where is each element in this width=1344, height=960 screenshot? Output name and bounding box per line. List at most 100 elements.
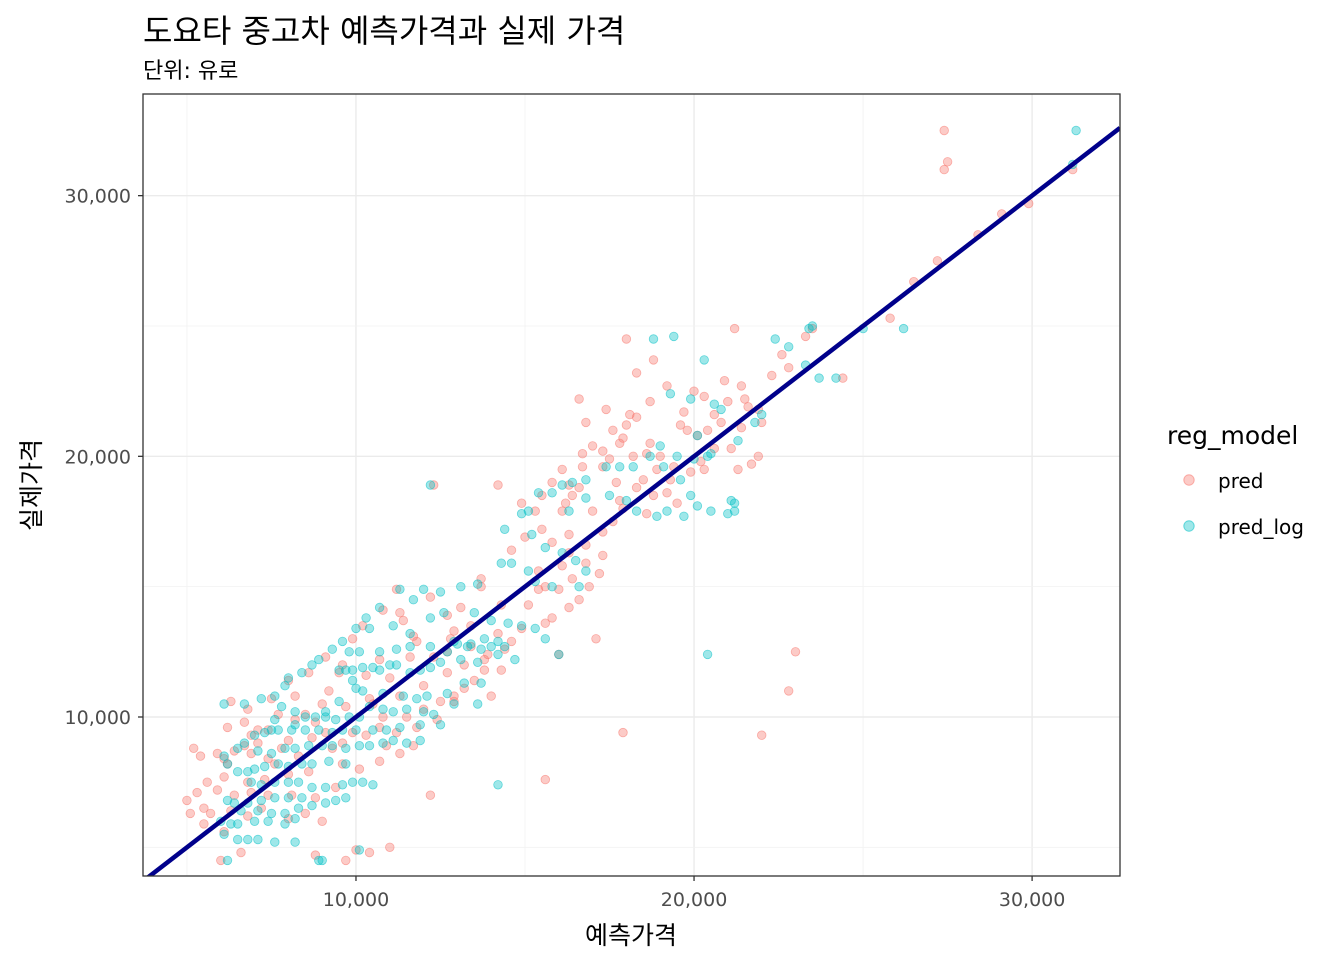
data-point [418, 707, 429, 717]
data-point [506, 545, 517, 555]
data-point [648, 355, 659, 365]
data-point [314, 725, 324, 735]
data-point [337, 759, 348, 769]
data-point [354, 845, 365, 855]
data-point [391, 584, 402, 595]
data-point [412, 694, 422, 704]
data-point [307, 660, 317, 670]
data-point [425, 592, 436, 602]
data-point [1071, 125, 1081, 136]
data-point [533, 488, 544, 498]
data-point [679, 511, 689, 522]
data-point [598, 446, 608, 456]
data-point [418, 704, 429, 714]
data-point [699, 391, 709, 402]
data-point [648, 334, 659, 344]
data-point [540, 774, 551, 785]
data-point [337, 636, 348, 647]
data-point [327, 743, 338, 754]
data-point [347, 675, 358, 686]
data-point [249, 816, 260, 827]
data-point [317, 855, 327, 866]
legend: reg_model pred pred_log [1167, 421, 1304, 539]
data-point [516, 498, 527, 508]
data-point [533, 584, 544, 595]
data-point [337, 738, 348, 748]
data-point [757, 730, 767, 740]
data-point [317, 816, 327, 827]
data-point [493, 636, 503, 647]
data-point [547, 613, 557, 623]
data-point [239, 717, 250, 727]
data-point [442, 668, 453, 678]
data-point [621, 334, 632, 344]
data-point [388, 621, 398, 631]
data-point [270, 837, 280, 847]
data-point [784, 363, 794, 373]
data-point [598, 462, 608, 472]
data-point [574, 595, 584, 605]
data-point [584, 582, 594, 592]
data-point [243, 767, 253, 777]
data-point [564, 529, 574, 540]
data-point [733, 464, 743, 475]
data-point [577, 462, 588, 472]
y-tick-label: 20,000 [65, 446, 131, 468]
data-point [341, 793, 351, 803]
data-point [381, 725, 392, 735]
data-point [932, 256, 943, 266]
data-point [506, 636, 517, 647]
data-point [459, 678, 469, 688]
data-point [652, 511, 662, 522]
data-point [939, 125, 949, 136]
data-point [557, 561, 567, 571]
data-point [665, 389, 676, 399]
data-point [253, 806, 263, 816]
data-point [317, 699, 327, 709]
data-point [354, 741, 365, 751]
data-point [628, 451, 638, 462]
data-point [260, 761, 270, 772]
data-point [807, 323, 818, 334]
data-point [432, 714, 442, 725]
data-point [341, 759, 351, 769]
data-point [449, 696, 459, 707]
data-point [368, 662, 378, 673]
data-point [246, 777, 256, 787]
data-point [273, 725, 283, 735]
data-point [757, 409, 767, 420]
data-point [347, 634, 358, 644]
data-point [422, 691, 432, 701]
data-point [341, 701, 351, 712]
data-point [435, 696, 446, 707]
data-point [594, 568, 605, 579]
data-point [560, 498, 571, 508]
data-point [604, 490, 615, 501]
data-point [516, 509, 527, 519]
data-point [374, 756, 385, 767]
data-point [699, 355, 709, 365]
data-point [307, 733, 317, 743]
data-point [219, 751, 229, 761]
data-point [709, 443, 720, 454]
data-point [456, 582, 466, 592]
data-point [283, 777, 294, 787]
data-point [219, 829, 229, 840]
data-point [483, 649, 493, 660]
data-point [709, 409, 720, 420]
data-point [702, 649, 713, 660]
data-point [493, 649, 503, 660]
scatter-points [182, 125, 1081, 866]
data-point [790, 647, 801, 657]
data-point [405, 652, 415, 662]
data-point [222, 855, 233, 866]
data-point [516, 621, 527, 631]
data-point [655, 451, 665, 462]
data-point [304, 767, 314, 777]
data-point [496, 665, 507, 675]
data-point [425, 662, 436, 673]
series-pred-log [216, 125, 1081, 866]
data-point [293, 803, 304, 813]
y-axis-title: 실제가격 [17, 439, 46, 531]
data-point [719, 376, 730, 386]
